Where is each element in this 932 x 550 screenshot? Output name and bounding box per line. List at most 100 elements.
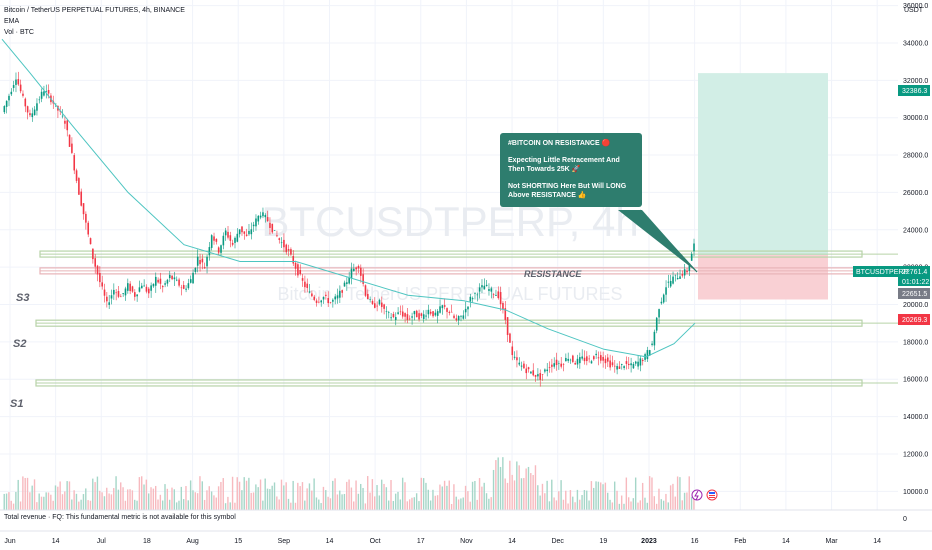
candle-body xyxy=(61,115,64,117)
candle-body xyxy=(439,306,441,313)
resistance-label: RESISTANCE xyxy=(524,269,582,279)
candle-body xyxy=(401,311,404,317)
candle-body xyxy=(441,305,444,309)
support-resistance-levels[interactable] xyxy=(35,250,898,387)
candle-body xyxy=(679,276,681,279)
volume-bar xyxy=(567,503,569,510)
candle-body xyxy=(641,359,644,362)
candle-body xyxy=(523,363,525,369)
time-tick-label: Oct xyxy=(370,538,381,545)
volume-bar xyxy=(222,478,224,510)
candle-body xyxy=(89,238,92,245)
legend-ema[interactable]: EMA xyxy=(4,18,20,25)
candle-body xyxy=(159,278,162,284)
volume-bar xyxy=(283,485,285,510)
candle-body xyxy=(532,370,535,376)
time-axis[interactable]: Jun 14 Jul 18 Aug 15 Sep 14 Oct 17 Nov 14 Dec 19 2023 1… xyxy=(4,538,881,545)
candle-body xyxy=(565,357,567,362)
annotation-callout[interactable]: #BITCOIN ON RESISTANCE 🔴 Expecting Littl… xyxy=(500,133,642,207)
profit-zone xyxy=(698,73,828,255)
candle-body xyxy=(553,363,556,367)
candle-body xyxy=(231,242,234,245)
volume-bar xyxy=(231,476,234,510)
volume-bar xyxy=(292,480,294,510)
volume-bar xyxy=(353,501,355,510)
candle-body xyxy=(453,315,455,318)
volume-bar xyxy=(399,499,402,510)
candle-body xyxy=(502,303,504,310)
candle-body xyxy=(336,295,339,299)
candle-body xyxy=(348,277,350,284)
ema-line xyxy=(1,38,696,358)
volume-bar xyxy=(534,465,537,510)
volume-bar xyxy=(613,481,616,510)
candle-body xyxy=(639,358,642,366)
volume-bar xyxy=(129,489,131,510)
candle-body xyxy=(266,217,269,222)
candle-body xyxy=(392,313,395,318)
price-axis[interactable]: 36000.0 34000.0 32000.0 30000.0 28000.0 26000… xyxy=(903,3,928,496)
candle-body xyxy=(693,243,695,252)
candle-body xyxy=(369,299,371,300)
candle-body xyxy=(343,282,346,287)
volume-bar xyxy=(210,491,213,510)
volume-bar xyxy=(616,490,618,510)
candle-body xyxy=(509,333,511,343)
candle-body xyxy=(483,285,486,290)
candle-body xyxy=(471,298,474,300)
candle-body xyxy=(332,299,334,302)
time-tick-label: 16 xyxy=(691,538,699,545)
volume-bar xyxy=(516,461,518,510)
volume-bar xyxy=(29,492,31,510)
candle-body xyxy=(329,302,332,304)
time-tick-label: Dec xyxy=(551,538,564,545)
volume-bar xyxy=(481,486,483,510)
candle-body xyxy=(99,272,101,283)
candle-body xyxy=(516,357,518,361)
volume-bar xyxy=(141,476,143,510)
candle-body xyxy=(546,369,549,372)
volume-bar xyxy=(89,500,92,510)
candle-body xyxy=(665,287,667,295)
legend-volume[interactable]: Vol · BTC xyxy=(4,29,34,36)
position-zones[interactable] xyxy=(698,73,828,300)
candle-body xyxy=(688,263,691,271)
volume-bar xyxy=(460,498,462,510)
candle-body xyxy=(495,294,497,296)
candle-body xyxy=(152,283,155,287)
volume-bar xyxy=(196,493,199,510)
revenue-pane-note: Total revenue · FQ: This fundamental met… xyxy=(4,514,236,521)
candle-body xyxy=(446,308,448,312)
volume-bar xyxy=(136,500,138,510)
candle-body xyxy=(374,303,376,308)
candle-body xyxy=(469,296,472,302)
s3-label: S3 xyxy=(16,292,29,304)
volume-bar xyxy=(532,475,534,510)
volume-bar xyxy=(669,485,672,510)
candle-body xyxy=(492,294,495,295)
candle-body xyxy=(161,286,164,288)
volume-bar xyxy=(213,495,215,510)
candle-body xyxy=(227,231,229,238)
candle-body xyxy=(476,294,479,296)
candle-body xyxy=(280,242,283,244)
volume-bar xyxy=(357,493,360,510)
volume-bar xyxy=(639,500,642,510)
volume-bar xyxy=(94,482,96,510)
candle-body xyxy=(627,363,630,366)
candle-body xyxy=(168,274,171,279)
event-icons[interactable] xyxy=(691,489,718,501)
candle-body xyxy=(651,343,653,345)
volume-bar xyxy=(513,480,516,510)
chart-legend: Bitcoin / TetherUS PERPETUAL FUTURES, 4h… xyxy=(4,5,185,38)
candle-body xyxy=(26,106,29,113)
candle-body xyxy=(166,279,169,284)
volume-bar xyxy=(404,482,406,510)
legend-title[interactable]: Bitcoin / TetherUS PERPETUAL FUTURES, 4h… xyxy=(4,7,185,14)
candle-body xyxy=(47,89,50,94)
candle-body xyxy=(544,369,546,372)
candle-body xyxy=(464,308,467,313)
volume-bar xyxy=(187,500,189,510)
volume-bar xyxy=(157,499,159,510)
